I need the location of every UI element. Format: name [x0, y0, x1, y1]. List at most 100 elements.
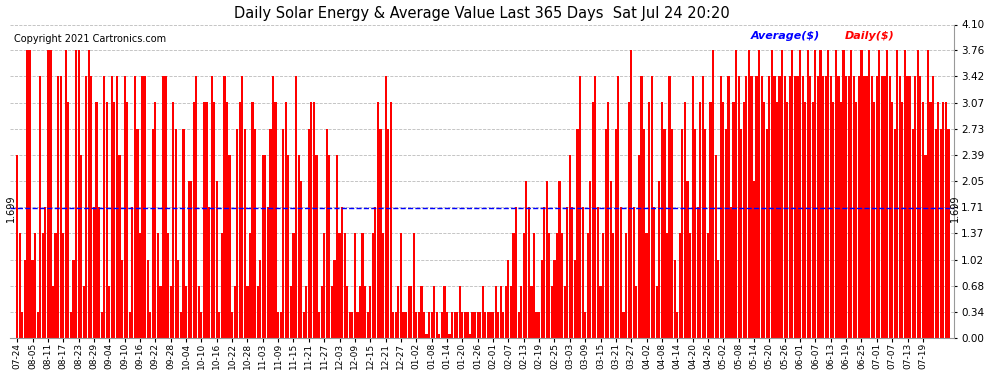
Bar [912, 129, 914, 338]
Bar [930, 102, 932, 338]
Bar [72, 260, 74, 338]
Bar [502, 312, 504, 338]
Bar [116, 76, 118, 338]
Text: 1.699: 1.699 [6, 194, 16, 222]
Bar [428, 312, 431, 338]
Bar [374, 207, 376, 338]
Bar [863, 76, 865, 338]
Bar [500, 286, 502, 338]
Bar [93, 207, 95, 338]
Bar [80, 155, 82, 338]
Bar [292, 233, 295, 338]
Bar [927, 51, 929, 338]
Bar [295, 76, 297, 338]
Bar [162, 76, 164, 338]
Bar [351, 312, 353, 338]
Bar [886, 51, 888, 338]
Bar [917, 51, 919, 338]
Bar [180, 312, 182, 338]
Bar [397, 286, 400, 338]
Bar [699, 102, 701, 338]
Bar [655, 286, 658, 338]
Bar [623, 312, 625, 338]
Bar [870, 76, 873, 338]
Bar [581, 207, 584, 338]
Bar [174, 129, 177, 338]
Bar [615, 129, 617, 338]
Bar [587, 233, 589, 338]
Bar [305, 286, 307, 338]
Bar [899, 76, 901, 338]
Bar [571, 207, 573, 338]
Bar [216, 181, 218, 338]
Bar [845, 76, 847, 338]
Bar [507, 260, 510, 338]
Bar [476, 312, 479, 338]
Bar [395, 312, 397, 338]
Bar [154, 102, 156, 338]
Bar [712, 51, 714, 338]
Bar [456, 312, 458, 338]
Bar [840, 102, 842, 338]
Bar [423, 312, 425, 338]
Bar [944, 102, 947, 338]
Bar [229, 155, 231, 338]
Bar [134, 76, 136, 338]
Bar [817, 76, 819, 338]
Bar [666, 233, 668, 338]
Bar [807, 51, 809, 338]
Bar [610, 181, 612, 338]
Bar [149, 312, 151, 338]
Bar [19, 233, 21, 338]
Bar [387, 129, 389, 338]
Bar [40, 76, 42, 338]
Bar [765, 129, 768, 338]
Bar [888, 76, 891, 338]
Bar [633, 207, 635, 338]
Bar [781, 51, 783, 338]
Bar [237, 129, 239, 338]
Bar [42, 233, 44, 338]
Bar [815, 51, 817, 338]
Bar [59, 76, 61, 338]
Bar [932, 76, 935, 338]
Bar [484, 312, 486, 338]
Bar [261, 155, 264, 338]
Bar [489, 312, 492, 338]
Bar [57, 76, 59, 338]
Bar [124, 76, 126, 338]
Bar [548, 233, 550, 338]
Bar [431, 312, 433, 338]
Bar [211, 76, 213, 338]
Bar [676, 312, 678, 338]
Bar [618, 76, 620, 338]
Bar [451, 312, 453, 338]
Bar [566, 207, 568, 338]
Bar [433, 286, 436, 338]
Bar [242, 76, 244, 338]
Bar [776, 102, 778, 338]
Bar [274, 102, 276, 338]
Bar [720, 76, 722, 338]
Bar [723, 102, 725, 338]
Bar [298, 155, 300, 338]
Bar [681, 129, 683, 338]
Bar [193, 102, 195, 338]
Bar [62, 233, 64, 338]
Bar [876, 76, 878, 338]
Bar [809, 76, 812, 338]
Bar [778, 76, 781, 338]
Bar [771, 51, 773, 338]
Bar [466, 312, 468, 338]
Bar [482, 286, 484, 338]
Bar [689, 233, 691, 338]
Bar [518, 312, 520, 338]
Bar [418, 312, 420, 338]
Bar [248, 233, 251, 338]
Bar [129, 312, 131, 338]
Bar [786, 102, 788, 338]
Bar [24, 260, 26, 338]
Bar [151, 129, 153, 338]
Bar [269, 129, 271, 338]
Bar [784, 76, 786, 338]
